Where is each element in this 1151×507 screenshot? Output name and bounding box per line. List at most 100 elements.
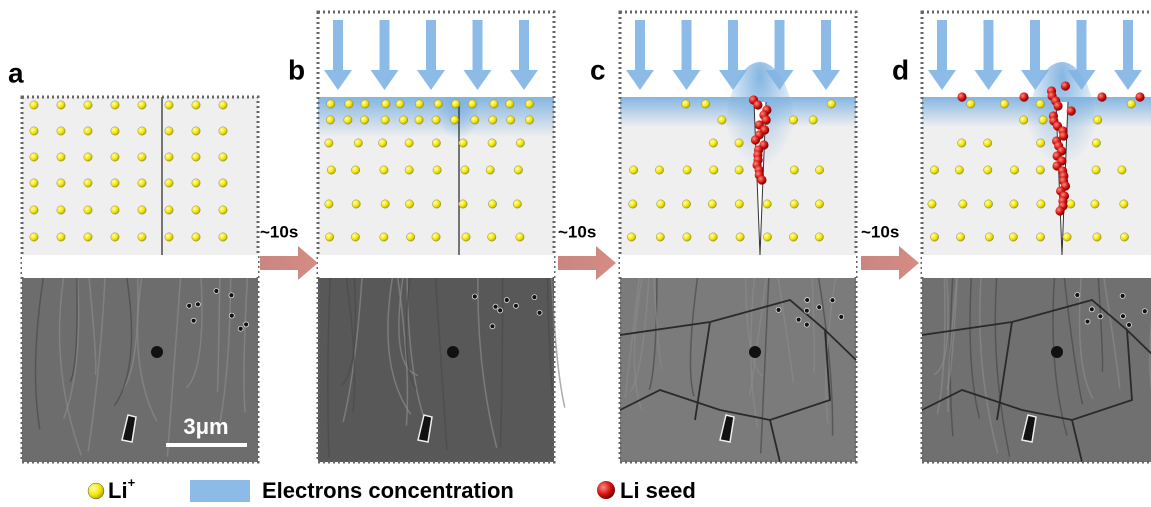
li-ion bbox=[192, 127, 200, 135]
li-ion bbox=[352, 200, 360, 208]
transition-arrow bbox=[558, 246, 616, 280]
li-ion bbox=[138, 179, 146, 187]
li-ion bbox=[30, 179, 38, 187]
pore bbox=[513, 303, 518, 308]
li-ion bbox=[930, 166, 938, 174]
li-ion bbox=[1067, 200, 1075, 208]
legend-electrons-icon bbox=[190, 480, 250, 502]
li-ion bbox=[138, 233, 146, 241]
li-seed bbox=[1019, 92, 1028, 101]
li-ion bbox=[735, 139, 743, 147]
panel-label: d bbox=[892, 54, 909, 85]
pore bbox=[1127, 322, 1132, 327]
li-ion bbox=[192, 179, 200, 187]
li-ion bbox=[378, 139, 386, 147]
li-ion bbox=[192, 233, 200, 241]
li-ion bbox=[985, 233, 993, 241]
li-ion bbox=[219, 127, 227, 135]
li-ion bbox=[789, 116, 797, 124]
panel-label: a bbox=[8, 57, 24, 88]
li-ion bbox=[468, 100, 476, 108]
li-ion bbox=[815, 200, 823, 208]
li-ion bbox=[326, 116, 334, 124]
li-ion bbox=[84, 101, 92, 109]
pore bbox=[472, 294, 477, 299]
li-ion bbox=[462, 233, 470, 241]
li-ion bbox=[513, 200, 521, 208]
li-ion bbox=[1036, 100, 1044, 108]
panel-label: c bbox=[590, 54, 606, 85]
li-seed bbox=[1067, 106, 1076, 115]
li-ion bbox=[57, 127, 65, 135]
li-ion bbox=[84, 153, 92, 161]
li-ion bbox=[325, 233, 333, 241]
li-ion bbox=[219, 179, 227, 187]
li-ion bbox=[1063, 233, 1071, 241]
li-ion bbox=[956, 233, 964, 241]
li-ion bbox=[525, 100, 533, 108]
li-ion bbox=[735, 166, 743, 174]
li-ion bbox=[516, 233, 524, 241]
transition-label: ~10s bbox=[861, 222, 899, 241]
legend-li-ion-text: Li bbox=[108, 478, 128, 503]
li-ion bbox=[138, 127, 146, 135]
li-ion bbox=[111, 233, 119, 241]
pore bbox=[839, 314, 844, 319]
li-ion bbox=[432, 200, 440, 208]
li-ion bbox=[381, 116, 389, 124]
pore bbox=[229, 293, 234, 298]
transition-arrow bbox=[861, 246, 919, 280]
li-ion bbox=[405, 166, 413, 174]
li-ion bbox=[432, 233, 440, 241]
li-ion bbox=[165, 127, 173, 135]
li-ion bbox=[627, 233, 635, 241]
li-ion bbox=[1010, 166, 1018, 174]
li-ion bbox=[111, 206, 119, 214]
li-ion bbox=[84, 233, 92, 241]
legend-electrons: Electrons concentration bbox=[262, 478, 514, 503]
li-ion bbox=[111, 127, 119, 135]
pore bbox=[195, 302, 200, 307]
legend-li-ion-superscript: + bbox=[128, 475, 136, 490]
li-ion bbox=[30, 153, 38, 161]
li-ion bbox=[1118, 166, 1126, 174]
li-seed bbox=[1097, 92, 1106, 101]
pore bbox=[830, 298, 835, 303]
li-ion bbox=[967, 100, 975, 108]
li-ion bbox=[415, 116, 423, 124]
li-ion bbox=[488, 200, 496, 208]
scale-bar-label: 3μm bbox=[183, 414, 228, 439]
li-ion bbox=[406, 233, 414, 241]
li-ion bbox=[486, 166, 494, 174]
li-ion bbox=[656, 233, 664, 241]
pore bbox=[191, 318, 196, 323]
li-ion bbox=[790, 166, 798, 174]
li-ion bbox=[327, 100, 335, 108]
pore bbox=[238, 326, 243, 331]
li-ion bbox=[219, 206, 227, 214]
li-ion bbox=[683, 166, 691, 174]
pore bbox=[817, 305, 822, 310]
li-ion bbox=[506, 100, 514, 108]
li-ion bbox=[1092, 139, 1100, 147]
li-seed bbox=[751, 135, 760, 144]
li-seed bbox=[1135, 92, 1144, 101]
li-ion bbox=[471, 116, 479, 124]
li-ion bbox=[192, 206, 200, 214]
li-ion bbox=[84, 179, 92, 187]
li-ion bbox=[735, 200, 743, 208]
li-ion bbox=[360, 116, 368, 124]
li-ion bbox=[84, 206, 92, 214]
li-ion bbox=[380, 233, 388, 241]
li-ion bbox=[415, 100, 423, 108]
li-seed bbox=[757, 175, 766, 184]
li-ion bbox=[763, 200, 771, 208]
pore bbox=[805, 298, 810, 303]
li-ion bbox=[1120, 200, 1128, 208]
li-ion bbox=[57, 233, 65, 241]
li-ion bbox=[701, 100, 709, 108]
li-ion bbox=[165, 206, 173, 214]
li-ion bbox=[165, 233, 173, 241]
li-ion bbox=[461, 166, 469, 174]
